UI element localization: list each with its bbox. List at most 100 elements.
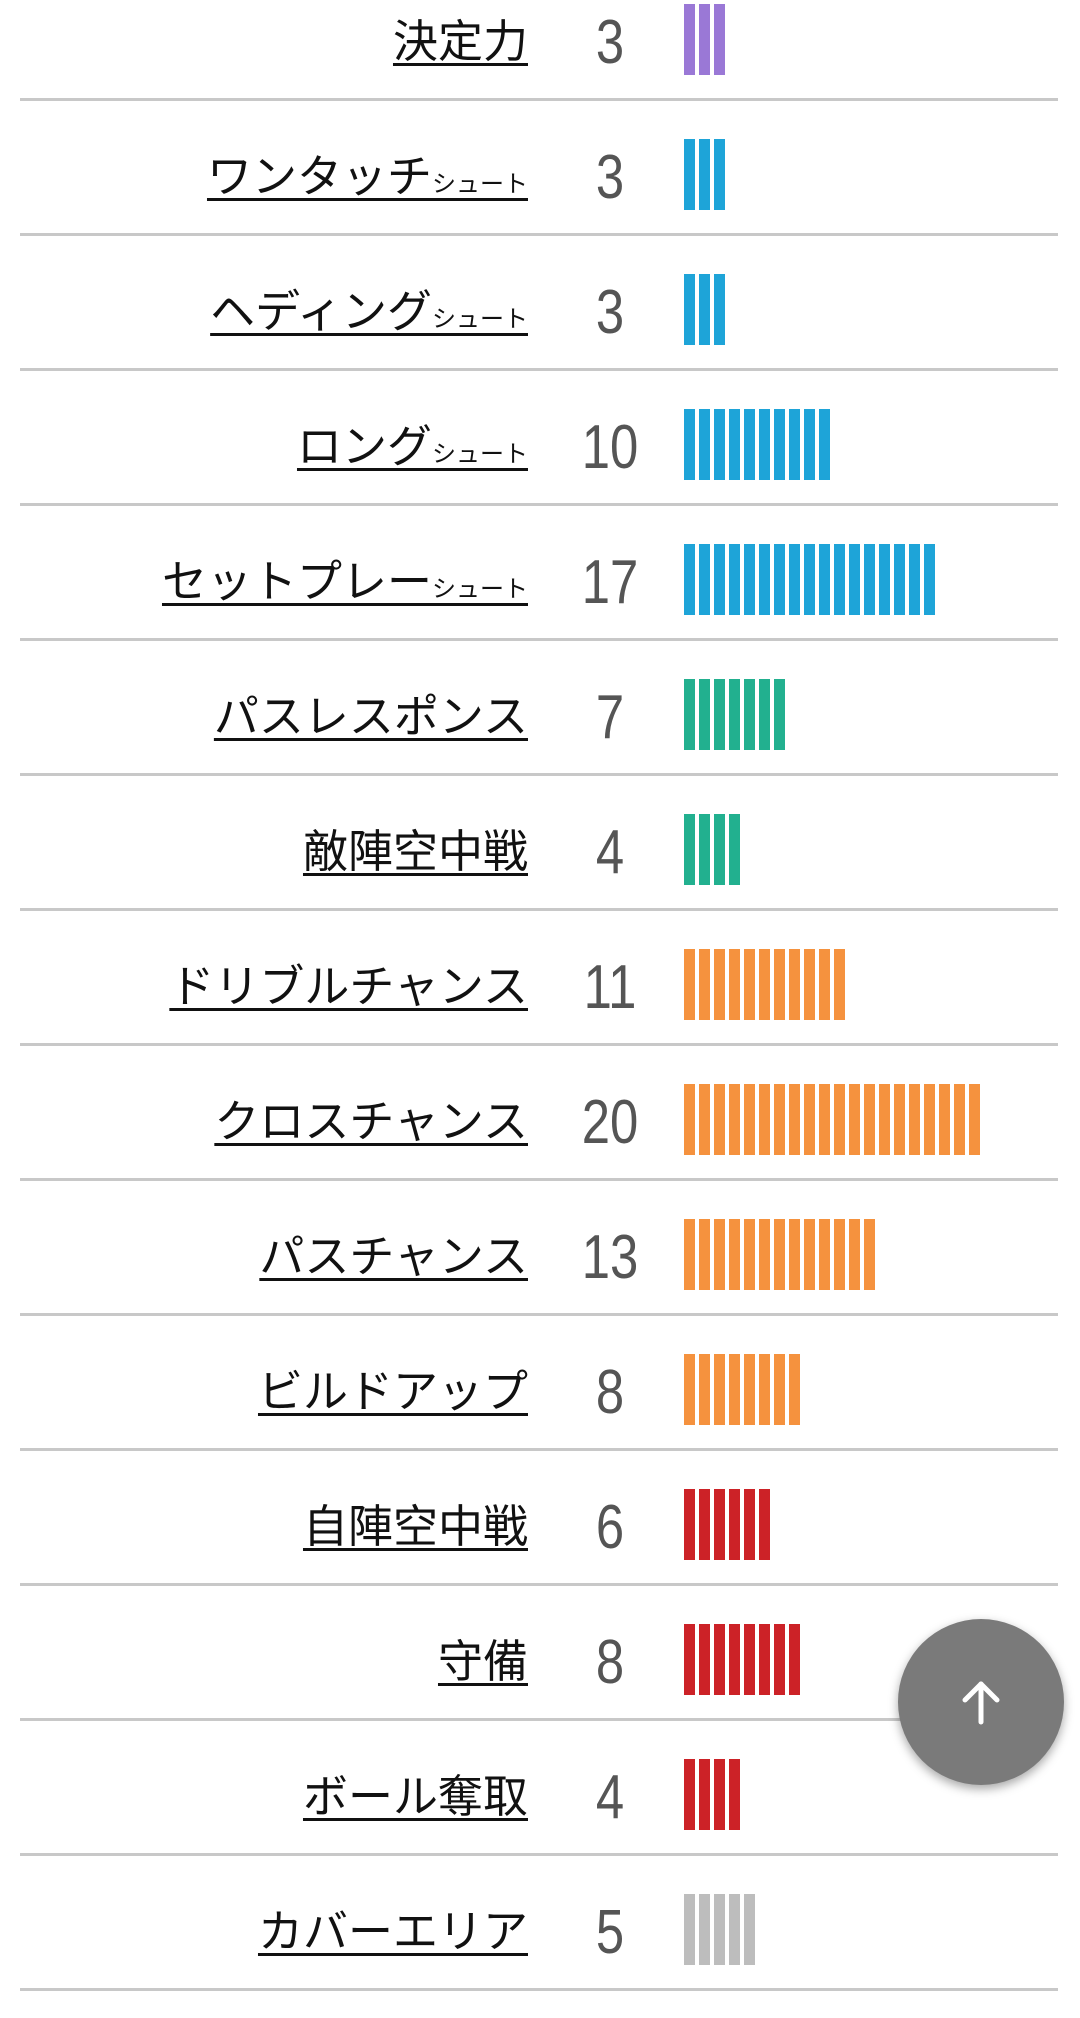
ability-bar [684,949,849,1020]
bar-segment [699,814,710,885]
bar-segment [774,1624,785,1695]
ability-label-suffix: シュート [432,440,528,468]
bar-segment [714,4,725,75]
ability-value: 11 [583,953,637,1022]
ability-row: 敵陣空中戦 4 [0,803,1080,938]
bar-segment [699,1759,710,1830]
ability-value: 3 [595,143,625,212]
bar-segment [714,1489,725,1560]
bar-segment [909,1084,920,1155]
bar-segment [909,544,920,615]
bar-segment [804,409,815,480]
bar-segment [744,544,755,615]
bar-segment [744,1219,755,1290]
ability-row: ボール奪取 4 [0,1748,1080,1883]
row-divider [20,233,1058,236]
ability-label-link[interactable]: ドリブルチャンス [169,958,528,1016]
ability-bar [684,814,744,885]
ability-label-link[interactable]: カバーエリア [258,1903,528,1961]
bar-segment [684,544,695,615]
ability-label-link[interactable]: セットプレーシュート [162,553,528,611]
bar-segment [699,544,710,615]
ability-row: ヘディングシュート 3 [0,263,1080,398]
row-divider [20,1988,1058,1991]
ability-label-link[interactable]: ワンタッチシュート [207,148,528,206]
ability-bar [684,544,939,615]
ability-label-text: 守備 [437,1635,528,1688]
bar-segment [729,1489,740,1560]
ability-value: 5 [595,1898,625,1967]
bar-segment [699,1219,710,1290]
ability-bar [684,1084,984,1155]
ability-label-text: ビルドアップ [257,1365,528,1418]
ability-label-link[interactable]: ボール奪取 [303,1768,528,1826]
ability-value: 20 [581,1088,639,1157]
bar-segment [714,949,725,1020]
ability-row: ドリブルチャンス 11 [0,938,1080,1073]
bar-segment [774,409,785,480]
ability-label-text: ワンタッチ [206,150,432,203]
ability-label-text: 決定力 [392,15,528,68]
bar-segment [789,1354,800,1425]
bar-segment [834,949,845,1020]
ability-label-text: クロスチャンス [214,1095,528,1148]
bar-segment [699,679,710,750]
row-divider [20,773,1058,776]
bar-segment [759,544,770,615]
ability-row: ワンタッチシュート 3 [0,128,1080,263]
bar-segment [684,679,695,750]
bar-segment [849,1219,860,1290]
ability-label-link[interactable]: パスレスポンス [214,688,528,746]
bar-segment [699,949,710,1020]
ability-row: クロスチャンス 20 [0,1073,1080,1208]
ability-row: 守備 8 [0,1613,1080,1748]
ability-label-link[interactable]: 決定力 [393,13,528,71]
ability-label-link[interactable]: ビルドアップ [258,1363,528,1421]
ability-row: ロングシュート 10 [0,398,1080,533]
bar-segment [819,544,830,615]
bar-segment [714,1624,725,1695]
ability-label-link[interactable]: ロングシュート [297,418,528,476]
bar-segment [774,679,785,750]
ability-label-suffix: シュート [432,305,528,333]
bar-segment [714,1759,725,1830]
ability-label-link[interactable]: パスチャンス [259,1228,528,1286]
bar-segment [879,544,890,615]
bar-segment [834,1219,845,1290]
ability-label-link[interactable]: 守備 [438,1633,528,1691]
bar-segment [774,544,785,615]
bar-segment [699,139,710,210]
bar-segment [819,949,830,1020]
row-divider [20,1448,1058,1451]
bar-segment [699,1084,710,1155]
bar-segment [684,1084,695,1155]
bar-segment [714,544,725,615]
bar-segment [699,409,710,480]
row-divider [20,1718,1058,1721]
bar-segment [729,1354,740,1425]
ability-bar [684,1489,774,1560]
row-divider [20,368,1058,371]
bar-segment [744,1894,755,1965]
bar-segment [714,1219,725,1290]
ability-label-link[interactable]: ヘディングシュート [210,283,528,341]
ability-label-link[interactable]: クロスチャンス [214,1093,528,1151]
bar-segment [699,1354,710,1425]
row-divider [20,1313,1058,1316]
bar-segment [714,409,725,480]
ability-label-link[interactable]: 自陣空中戦 [303,1498,528,1556]
bar-segment [744,409,755,480]
bar-segment [744,1489,755,1560]
ability-label-link[interactable]: 敵陣空中戦 [303,823,528,881]
row-divider [20,1043,1058,1046]
bar-segment [714,1354,725,1425]
bar-segment [714,1084,725,1155]
bar-segment [774,1219,785,1290]
ability-value: 17 [581,548,639,617]
bar-segment [819,1219,830,1290]
ability-label-text: 自陣空中戦 [302,1500,528,1553]
ability-value: 3 [595,278,625,347]
ability-bar [684,274,729,345]
scroll-to-top-button[interactable] [898,1619,1064,1785]
bar-segment [864,1084,875,1155]
